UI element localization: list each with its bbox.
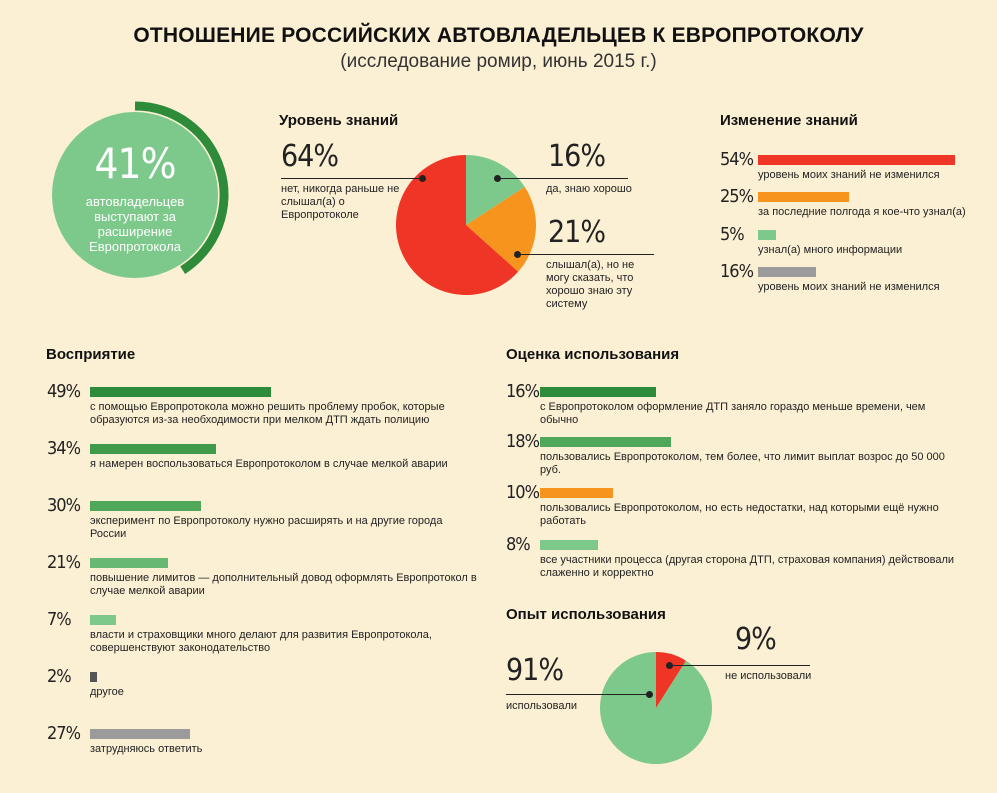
- rating-label-0: с Европротоколом оформление ДТП заняло г…: [540, 401, 926, 426]
- pie2-leader-1: [506, 694, 650, 695]
- perception-bar-5: [90, 672, 98, 682]
- perception-label-0: с помощью Европротокола можно решить про…: [90, 401, 445, 426]
- pie1-slice-0: [396, 155, 519, 295]
- pie1-label-text-2: слышал(а), но не могу сказать, что хорош…: [546, 259, 635, 310]
- rating-value-2: 10%: [506, 482, 540, 503]
- perception-label-1: я намерен воспользоваться Европротоколом…: [90, 458, 448, 470]
- change-value-1: 25%: [720, 186, 754, 207]
- support-circle: [52, 101, 229, 278]
- change-value-2: 5%: [720, 224, 745, 245]
- perception-value-2: 30%: [47, 495, 81, 516]
- pie1-label-value-0: 64%: [281, 139, 339, 174]
- pie2-label-text-1: использовали: [506, 700, 578, 712]
- pie1-leader-2: [518, 254, 654, 255]
- pie1-dot-0: [419, 175, 426, 182]
- perception-bar-2: [90, 501, 201, 511]
- pie2-slice-1: [600, 652, 712, 764]
- support-text: автовладельцев выступают за расширение Е…: [85, 194, 185, 254]
- pie1-dot-1: [494, 175, 501, 182]
- perception-label-5: другое: [90, 686, 124, 698]
- rating-value-3: 8%: [506, 534, 531, 555]
- page-title: ОТНОШЕНИЕ РОССИЙСКИХ АВТОВЛАДЕЛЬЦЕВ К ЕВ…: [133, 24, 864, 47]
- perception-label-6: затрудняюсь ответить: [90, 743, 203, 755]
- pie1-dot-2: [514, 251, 521, 258]
- support-value: 41%: [94, 139, 177, 188]
- perception-bar-4: [90, 615, 116, 625]
- pie2-dot-0: [666, 662, 673, 669]
- pie1-label-value-1: 16%: [548, 139, 606, 174]
- change-bar-3: [758, 267, 817, 277]
- usage-experience-pie: [600, 652, 712, 764]
- pie2-label-text-0: не использовали: [725, 670, 812, 682]
- perception-value-1: 34%: [47, 438, 81, 459]
- perception-value-4: 7%: [47, 609, 72, 630]
- usage-rating-title: Оценка использования: [506, 346, 680, 363]
- perception-label-3: повышение лимитов — дополнительный довод…: [90, 572, 477, 597]
- perception-bar-3: [90, 558, 168, 568]
- rating-bar-0: [540, 387, 656, 397]
- usage-experience-title: Опыт использования: [506, 606, 666, 623]
- knowledge-level-title: Уровень знаний: [279, 112, 399, 129]
- pie1-label-text-0: нет, никогда раньше не слышал(а) о Европ…: [281, 183, 400, 221]
- perception-bar-6: [90, 729, 190, 739]
- rating-bar-1: [540, 437, 671, 447]
- rating-value-0: 16%: [506, 381, 540, 402]
- knowledge-change-title: Изменение знаний: [720, 112, 858, 129]
- pie1-leader-0: [281, 178, 422, 179]
- change-bar-1: [758, 192, 850, 202]
- rating-label-1: пользовались Европротоколом, тем более, …: [540, 451, 945, 476]
- page-subtitle: (исследование ромир, июнь 2015 г.): [340, 51, 657, 72]
- perception-bar-1: [90, 444, 216, 454]
- perception-title: Восприятие: [46, 346, 136, 363]
- perception-value-6: 27%: [47, 723, 81, 744]
- change-bar-2: [758, 230, 777, 240]
- pie2-dot-1: [646, 691, 653, 698]
- pie2-leader-0: [669, 665, 810, 666]
- knowledge-level-pie: [396, 155, 536, 295]
- change-bar-0: [758, 155, 956, 165]
- perception-value-5: 2%: [47, 666, 72, 687]
- rating-label-2: пользовались Европротоколом, но есть нед…: [540, 502, 939, 527]
- change-label-3: уровень моих знаний не изменился: [758, 281, 940, 293]
- perception-label-2: эксперимент по Европротоколу нужно расши…: [90, 515, 443, 540]
- rating-bar-3: [540, 540, 598, 550]
- pie1-slice-2: [466, 186, 536, 272]
- rating-label-3: все участники процесса (другая сторона Д…: [540, 554, 955, 579]
- perception-label-4: власти и страховщики много делают для ра…: [90, 629, 432, 654]
- support-circle-content: 41% автовладельцев выступают за расширен…: [68, 139, 202, 255]
- perception-value-0: 49%: [47, 381, 81, 402]
- pie1-label-value-2: 21%: [548, 215, 606, 250]
- pie2-label-value-1: 91%: [506, 653, 564, 688]
- pie1-label-text-1: да, знаю хорошо: [546, 183, 632, 195]
- change-value-0: 54%: [720, 149, 754, 170]
- change-value-3: 16%: [720, 261, 754, 282]
- rating-value-1: 18%: [506, 431, 540, 452]
- rating-bar-2: [540, 488, 613, 498]
- pie1-leader-1: [497, 178, 628, 179]
- perception-value-3: 21%: [47, 552, 81, 573]
- change-label-0: уровень моих знаний не изменился: [758, 169, 940, 181]
- pie2-slice-0: [656, 652, 687, 708]
- support-disc: [52, 112, 218, 278]
- pie1-slice-1: [466, 155, 525, 225]
- change-label-2: узнал(а) много информации: [758, 244, 903, 256]
- change-label-1: за последние полгода я кое-что узнал(а): [758, 206, 966, 218]
- support-arc: [134, 101, 229, 274]
- perception-bar-0: [90, 387, 272, 397]
- pie2-label-value-0: 9%: [735, 622, 777, 657]
